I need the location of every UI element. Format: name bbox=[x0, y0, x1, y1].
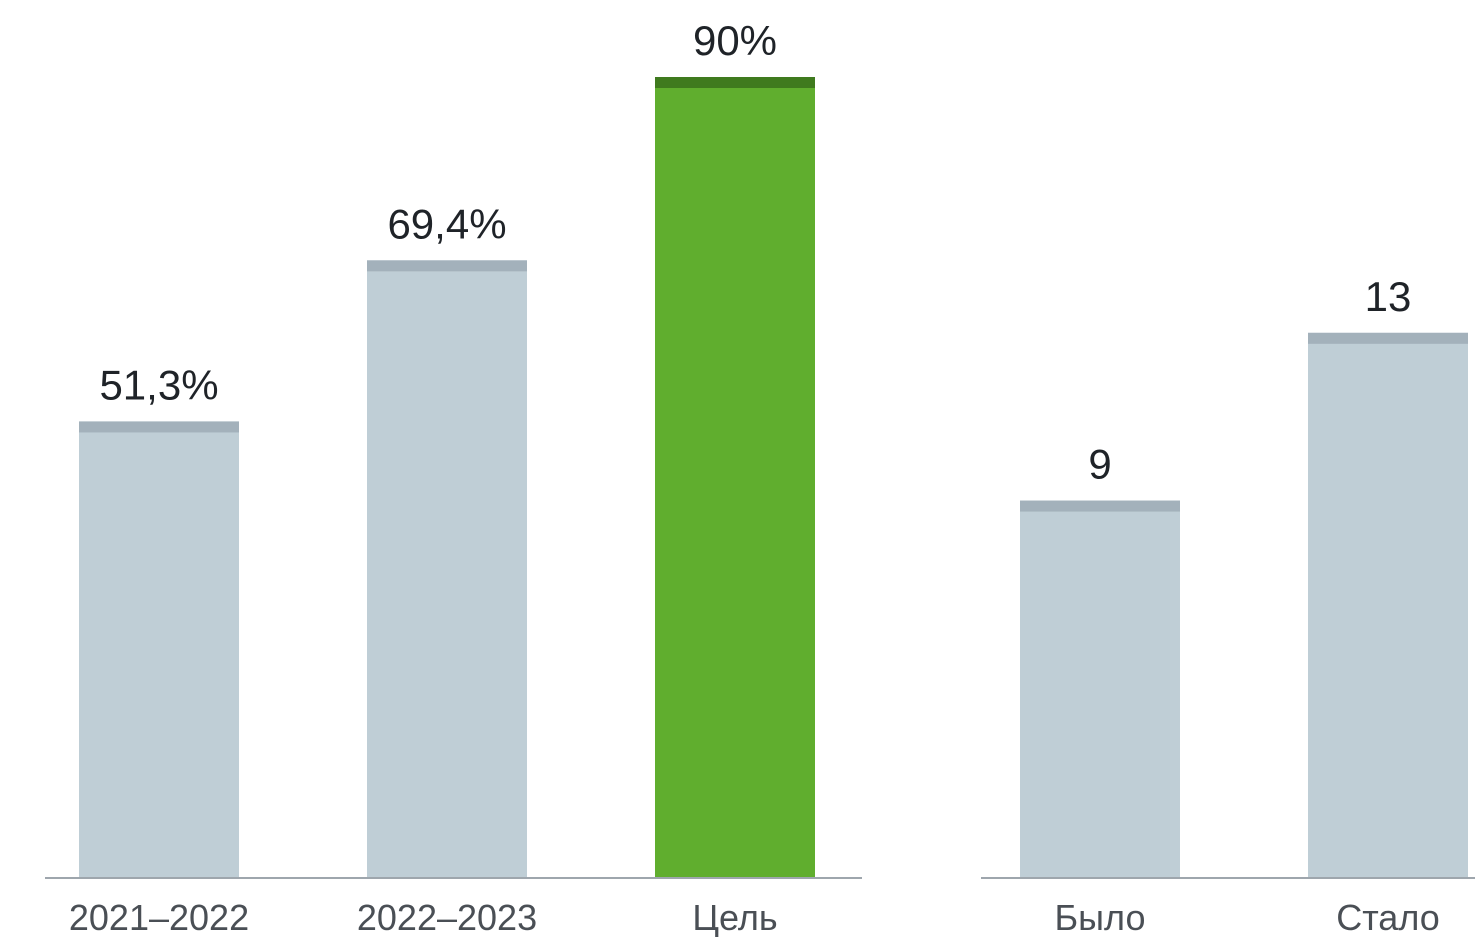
bar-cap bbox=[655, 77, 815, 88]
category-label: Цель bbox=[692, 897, 777, 937]
category-label: Было bbox=[1055, 897, 1146, 937]
bar bbox=[655, 77, 815, 878]
bar-cap bbox=[367, 260, 527, 272]
data-label: 13 bbox=[1365, 273, 1412, 320]
bar-cap bbox=[1308, 332, 1468, 344]
data-label: 69,4% bbox=[387, 200, 506, 247]
category-label: 2022–2023 bbox=[357, 897, 537, 937]
category-label: Стало bbox=[1336, 897, 1440, 937]
bar-cap bbox=[79, 421, 239, 433]
data-label: 9 bbox=[1088, 441, 1111, 488]
data-label: 90% bbox=[693, 17, 777, 64]
chart-1: 51,3% 2021–2022 69,4% 2022–2023 90% Цель bbox=[45, 17, 862, 937]
chart-2: 9 Было 13 Стало bbox=[981, 273, 1475, 937]
bar-cap bbox=[1020, 500, 1180, 512]
bar bbox=[1020, 500, 1180, 878]
bar bbox=[367, 260, 527, 879]
bar bbox=[1308, 332, 1468, 878]
bar bbox=[79, 421, 239, 878]
data-label: 51,3% bbox=[99, 361, 218, 408]
category-label: 2021–2022 bbox=[69, 897, 249, 937]
